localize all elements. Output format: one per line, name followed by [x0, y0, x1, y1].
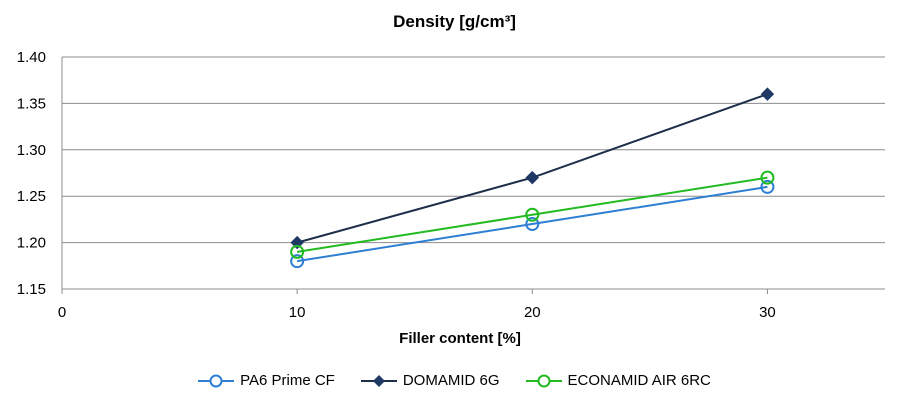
x-tick-label-2: 20 [524, 304, 541, 321]
x-tick-label-0: 0 [58, 304, 66, 321]
y-tick-label-1: 1.20 [17, 235, 46, 252]
y-tick-label-2: 1.25 [17, 188, 46, 205]
y-tick-label-4: 1.35 [17, 95, 46, 112]
series-0-point-1 [525, 217, 540, 232]
series-2-point-0 [290, 244, 305, 259]
series-line-0 [296, 185, 768, 263]
series-1-point-2 [760, 87, 775, 101]
series-0-point-2 [760, 179, 775, 194]
legend-swatch-econamid-air-6rc [525, 374, 562, 387]
series-2-point-2 [760, 170, 775, 185]
series-line-2 [296, 176, 768, 253]
series-1-point-1 [525, 170, 539, 185]
y-tick-label-5: 1.40 [17, 49, 46, 66]
legend-label-domamid-6g: DOMAMID 6G [402, 372, 500, 389]
legend-swatch-domamid-6g [360, 374, 397, 387]
legend-item-domamid-6g: DOMAMID 6G [360, 372, 500, 389]
legend-swatch-pa6-prime-cf [198, 374, 235, 387]
legend-item-pa6-prime-cf: PA6 Prime CF [198, 372, 335, 389]
legend-label-pa6-prime-cf: PA6 Prime CF [240, 372, 335, 389]
legend: PA6 Prime CF DOMAMID 6G ECONAMID AIR 6RC [0, 372, 909, 389]
series-2-point-1 [525, 207, 540, 222]
x-tick-label-1: 10 [289, 304, 306, 321]
legend-item-econamid-air-6rc: ECONAMID AIR 6RC [525, 372, 711, 389]
x-axis-title: Filler content [%] [399, 330, 521, 347]
y-tick-label-0: 1.15 [17, 281, 46, 298]
x-tick-label-3: 30 [759, 304, 776, 321]
y-tick-label-3: 1.30 [17, 142, 46, 159]
chart-title: Density [g/cm³] [393, 12, 516, 31]
series-0-point-0 [290, 254, 305, 269]
legend-label-econamid-air-6rc: ECONAMID AIR 6RC [567, 372, 711, 389]
